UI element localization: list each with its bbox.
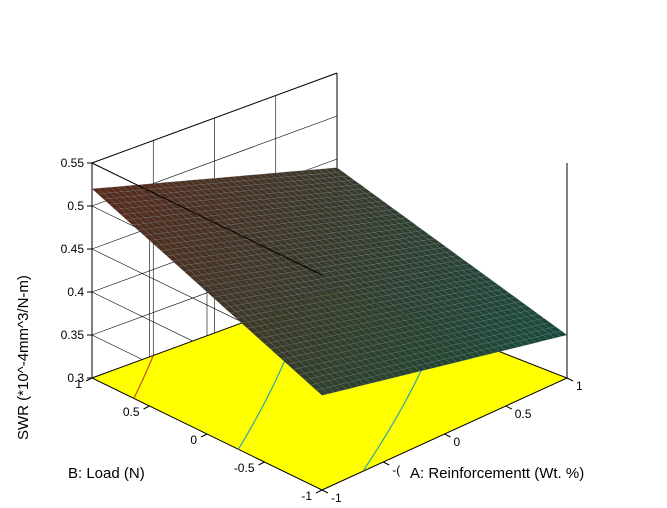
- z-tick-label: 0.35: [61, 328, 85, 342]
- z-tick-label: 0.45: [61, 242, 85, 256]
- y-tick-mark: [143, 405, 150, 410]
- front-edges: [91, 72, 568, 378]
- z-tick-label: 0.4: [67, 285, 84, 299]
- x-tick-mark: [383, 461, 390, 466]
- y-tick-mark: [85, 377, 93, 382]
- z-tick-label: 0.3: [67, 371, 84, 385]
- frame-edge: [91, 72, 338, 164]
- x-tick-mark: [505, 405, 512, 410]
- y-axis-title: B: Load (N): [68, 465, 145, 482]
- y-tick-label: -0.5: [234, 461, 255, 475]
- surface-cell: [316, 388, 329, 396]
- contour-line: [133, 355, 154, 399]
- frame-edge: [91, 162, 323, 276]
- y-tick-mark: [315, 489, 323, 494]
- x-tick-label: 0: [454, 435, 461, 449]
- response-surface: [91, 167, 568, 396]
- x-tick-label: -(: [392, 463, 400, 477]
- y-tick-label: 0.5: [123, 405, 140, 419]
- tick-layer: 0.3 0.35 0.4 0.45 0.5 0.55 -1 -0.5 0 0.5 1 -1 -( 0 0.5…: [61, 156, 583, 505]
- x-tick-label: 1: [576, 379, 583, 393]
- y-tick-label: 1: [75, 377, 82, 391]
- x-tick-mark: [444, 433, 451, 438]
- z-tick-label: 0.55: [61, 156, 85, 170]
- x-tick-mark: [566, 377, 574, 382]
- y-tick-mark: [200, 433, 208, 438]
- y-tick-mark: [258, 461, 265, 466]
- x-axis-title: A: Reinforcementt (Wt. %): [410, 465, 584, 482]
- y-tick-label: 0: [190, 433, 197, 447]
- z-tick-label: 0.5: [67, 199, 84, 213]
- x-tick-label: -1: [331, 491, 342, 505]
- x-tick-mark: [321, 489, 329, 494]
- y-tick-label: -1: [301, 489, 312, 503]
- x-tick-label: 0.5: [515, 407, 532, 421]
- z-axis-title: SWR (*10^-4mm^3/N-m): [15, 275, 32, 440]
